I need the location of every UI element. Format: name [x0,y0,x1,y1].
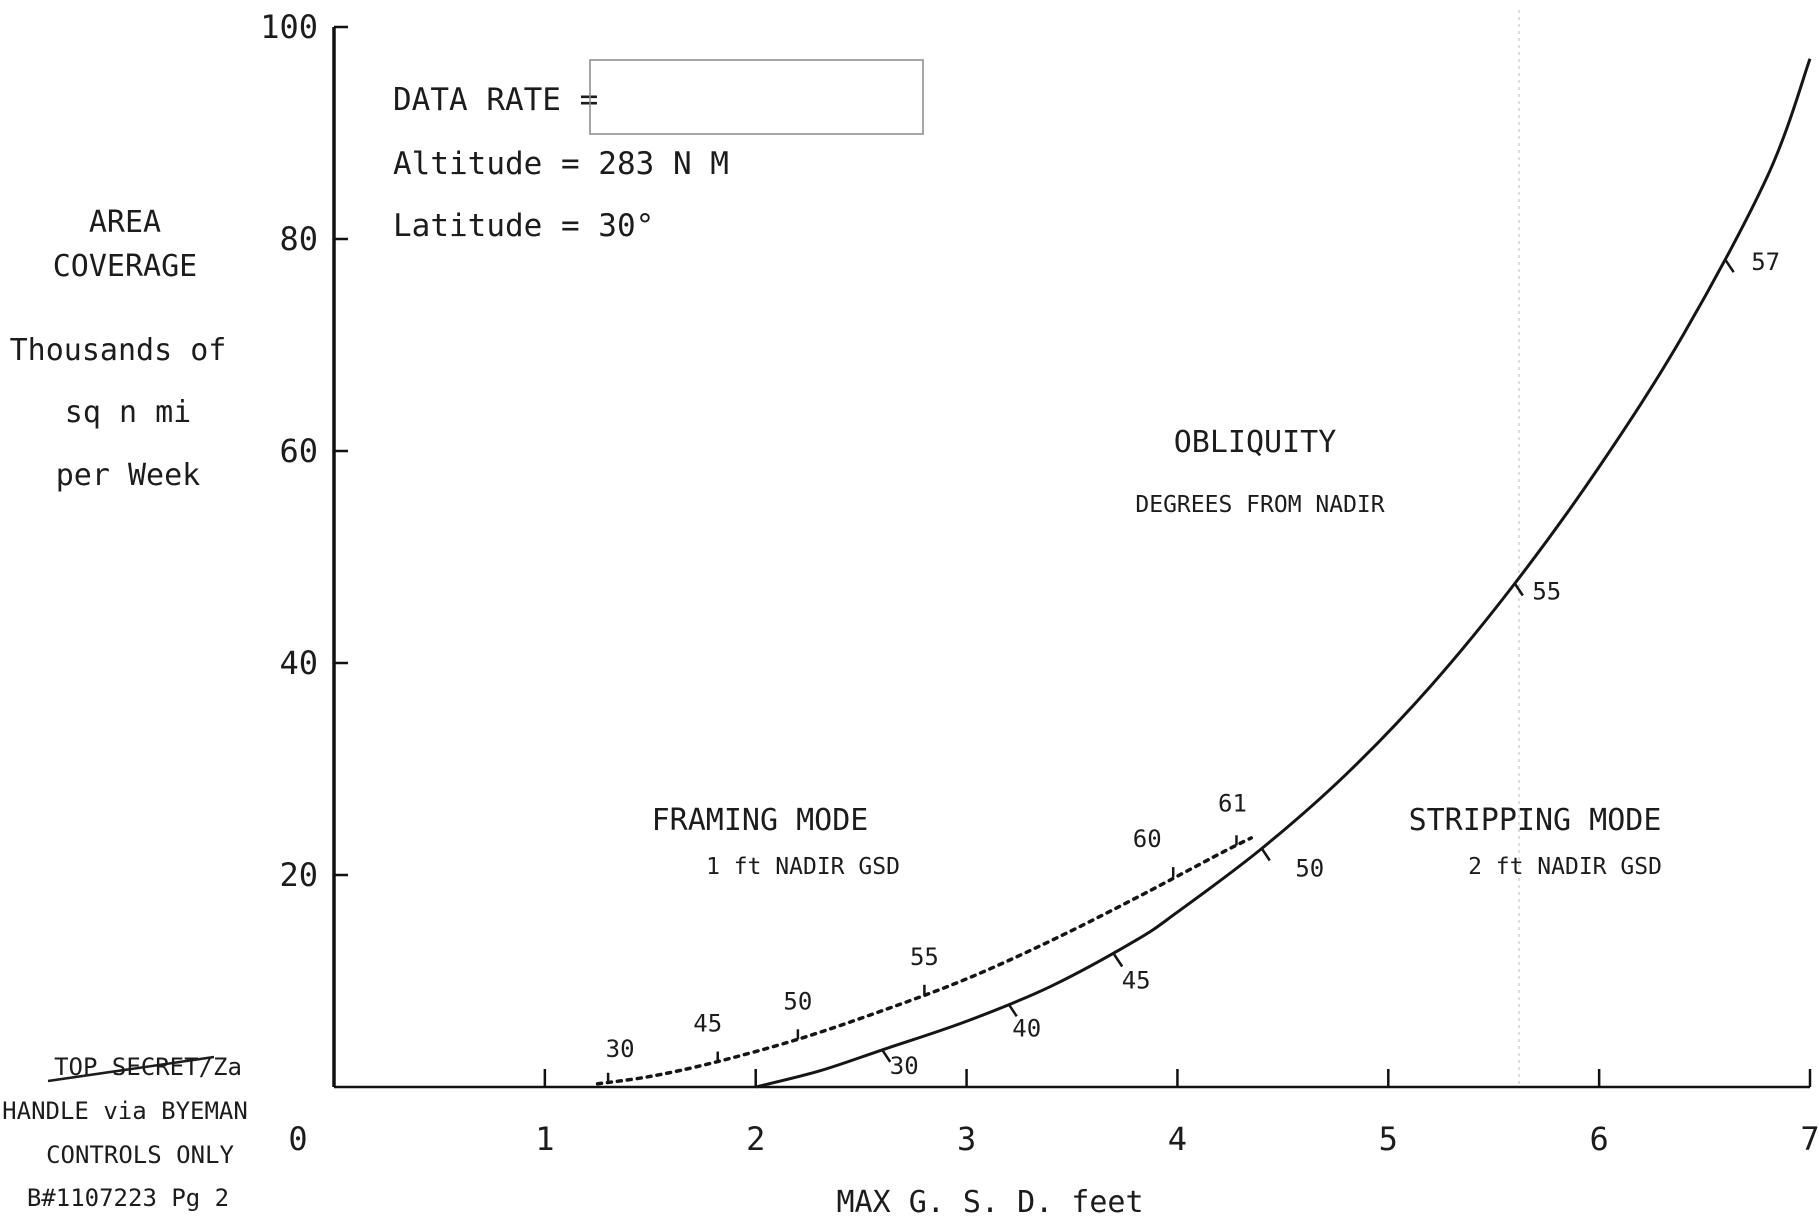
x-tick-label-4: 4 [1168,1120,1187,1158]
series-2-marker-45 [1113,953,1124,968]
series-2-line [755,58,1812,1089]
y-label-line-3: Thousands of [10,333,227,368]
framing-mode-subtitle: 1 ft NADIR GSD [706,854,900,880]
y-label-line-1: AREA [89,205,161,240]
stripping-mode-title: STRIPPING MODE [1409,803,1662,838]
y-label-line-2: COVERAGE [53,249,198,284]
series-1-label-60: 60 [1133,825,1162,853]
series-1-label-30: 30 [606,1035,635,1063]
series-layer [595,58,1812,1089]
series-2-label-45: 45 [1122,967,1151,995]
series-1-label-45: 45 [693,1010,722,1038]
x-axis-label: MAX G. S. D. feet [836,1185,1143,1219]
x-tick-label-1: 1 [535,1120,554,1158]
framing-mode-title: FRAMING MODE [652,803,869,838]
series-2-marker-40 [1007,1003,1018,1018]
series-2-label-40: 40 [1012,1014,1041,1042]
x-tick-label-0: 0 [288,1120,307,1158]
obliquity-subtitle: DEGREES FROM NADIR [1135,492,1384,518]
x-tick-label-2: 2 [746,1120,765,1158]
series-1-label-50: 50 [783,987,812,1015]
stamp-line-2: HANDLE via BYEMAN [2,1097,248,1125]
y-label-line-4: sq n mi [65,395,191,430]
series-2-label-30: 30 [890,1052,919,1080]
stamp-line-3: CONTROLS ONLY [46,1141,234,1169]
altitude-note: Altitude = 283 N M [393,146,729,182]
x-tick-label-3: 3 [957,1120,976,1158]
data-rate-label: DATA RATE = [393,82,598,118]
y-tick-label-40: 40 [279,644,318,682]
series-1-label-55: 55 [910,943,939,971]
series-2-label-50: 50 [1295,855,1324,883]
y-label-line-5: per Week [56,458,201,493]
y-tick-label-60: 60 [279,432,318,470]
series-1-line [595,836,1253,1086]
series-2-marker-30 [881,1049,892,1063]
stamp-strike [47,1055,215,1083]
point-labels-layer: 30 45 50 55 60 61 30 40 45 50 55 57 [606,248,1780,1083]
series-2-label-57: 57 [1751,248,1780,276]
stamp-line-4: B#1107223 Pg 2 [27,1184,229,1212]
classification-stamp: TOP SECRET/Za HANDLE via BYEMAN CONTROLS… [2,1053,248,1212]
series-2-label-55: 55 [1532,578,1561,606]
series-2-marker-55 [1513,582,1524,597]
y-tick-label-100: 100 [260,8,318,46]
obliquity-title: OBLIQUITY [1174,425,1337,460]
stripping-mode-subtitle: 2 ft NADIR GSD [1468,854,1662,880]
data-rate-redacted-box [589,59,924,135]
y-axis-label: AREA COVERAGE Thousands of sq n mi per W… [10,205,227,493]
series-2-marker-57 [1724,259,1735,273]
series-2-marker-50 [1260,847,1271,862]
latitude-note: Latitude = 30° [393,208,654,244]
x-tick-label-6: 6 [1590,1120,1609,1158]
y-tick-label-20: 20 [279,856,318,894]
series-1-label-61: 61 [1218,789,1247,817]
x-tick-label-5: 5 [1379,1120,1398,1158]
x-tick-label-7: 7 [1800,1120,1819,1158]
y-tick-label-80: 80 [279,220,318,258]
